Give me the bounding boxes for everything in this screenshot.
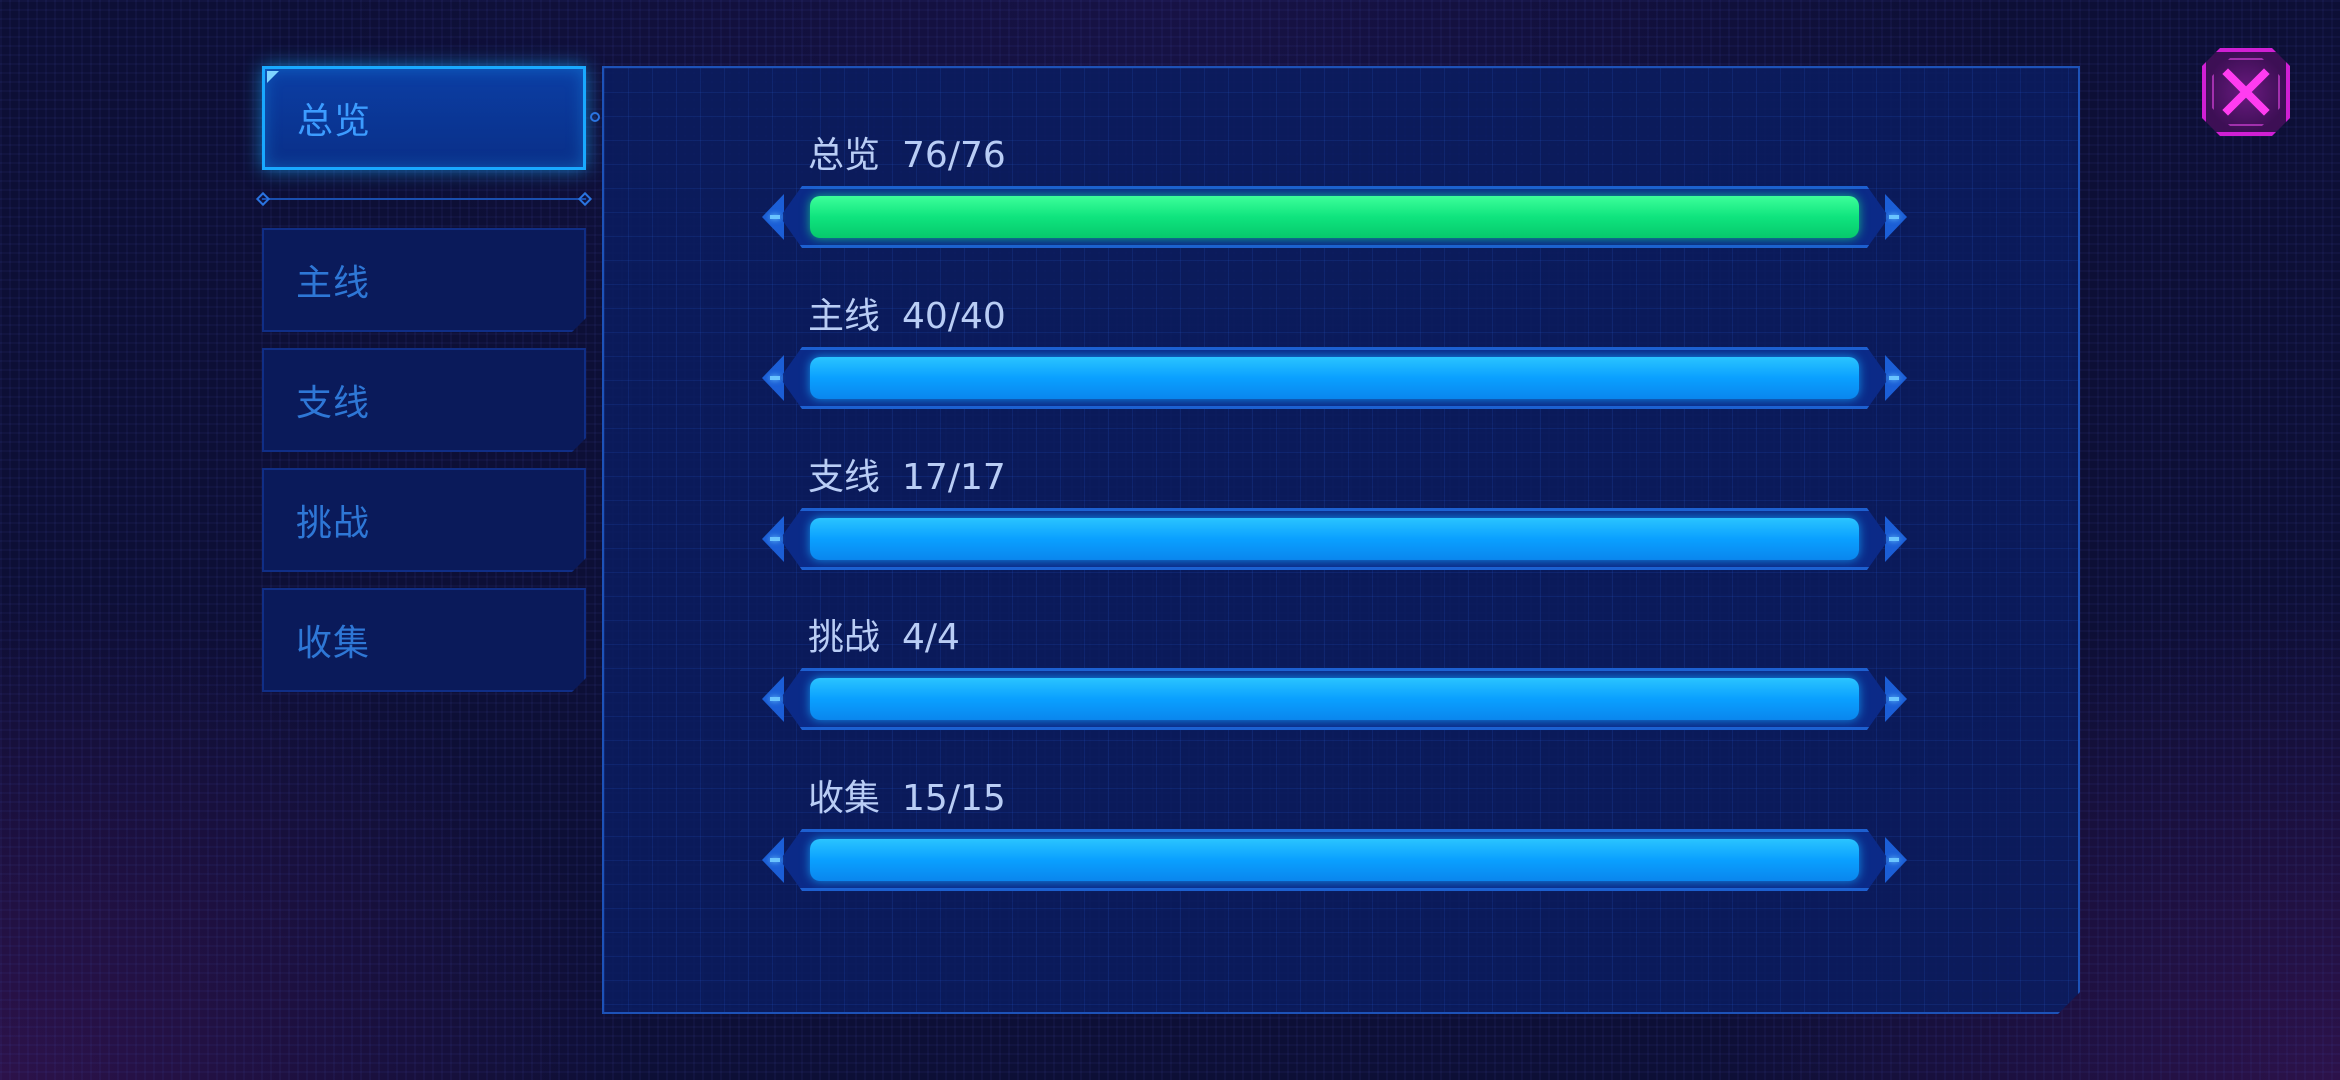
bar-track [810, 196, 1859, 238]
progress-count: 40/40 [902, 296, 1006, 337]
bar-fill [810, 518, 1859, 560]
tab-overview[interactable]: 总览 [262, 66, 586, 170]
progress-bar [762, 668, 1907, 730]
progress-bar [762, 508, 1907, 570]
bar-spark [1889, 537, 1899, 541]
progress-name: 总览 [808, 135, 881, 176]
bar-track [810, 839, 1859, 881]
tab-label: 主线 [296, 263, 371, 304]
progress-name: 挑战 [808, 617, 881, 658]
bar-spark [1889, 858, 1899, 862]
bar-spark [770, 215, 780, 219]
progress-bar [762, 829, 1907, 891]
progress-count: 17/17 [902, 457, 1006, 498]
progress-bar [762, 347, 1907, 409]
bar-fill [810, 678, 1859, 720]
progress-row-title: 总览 76/76 [808, 126, 1006, 178]
progress-count: 15/15 [902, 778, 1006, 819]
bar-fill [810, 839, 1859, 881]
tab-main-quest[interactable]: 主线 [262, 228, 586, 332]
progress-row-title: 主线 40/40 [808, 287, 1006, 339]
close-icon [2220, 66, 2272, 118]
bar-track [810, 518, 1859, 560]
bar-spark [1889, 215, 1899, 219]
progress-name: 收集 [808, 778, 881, 819]
bar-fill [810, 357, 1859, 399]
bar-spark [770, 858, 780, 862]
tab-side-quest[interactable]: 支线 [262, 348, 586, 452]
bar-track [810, 357, 1859, 399]
progress-row-title: 支线 17/17 [808, 448, 1006, 500]
bar-spark [770, 537, 780, 541]
progress-row-title: 挑战 4/4 [808, 608, 960, 660]
bar-spark [1889, 697, 1899, 701]
progress-bar [762, 186, 1907, 248]
tab-label: 挑战 [296, 503, 371, 544]
bar-fill [810, 196, 1859, 238]
panel-connector [590, 112, 600, 122]
tab-collection[interactable]: 收集 [262, 588, 586, 692]
bar-track [810, 678, 1859, 720]
bar-spark [1889, 376, 1899, 380]
tab-challenge[interactable]: 挑战 [262, 468, 586, 572]
progress-name: 主线 [808, 296, 881, 337]
tab-label: 总览 [297, 101, 372, 142]
close-button[interactable] [2202, 48, 2290, 136]
tab-label: 收集 [296, 623, 371, 664]
progress-count: 76/76 [902, 135, 1006, 176]
tab-label: 支线 [296, 383, 371, 424]
progress-row-title: 收集 15/15 [808, 769, 1006, 821]
bar-spark [770, 376, 780, 380]
progress-count: 4/4 [902, 617, 960, 658]
progress-name: 支线 [808, 457, 881, 498]
bar-spark [770, 697, 780, 701]
tab-divider [262, 198, 586, 200]
